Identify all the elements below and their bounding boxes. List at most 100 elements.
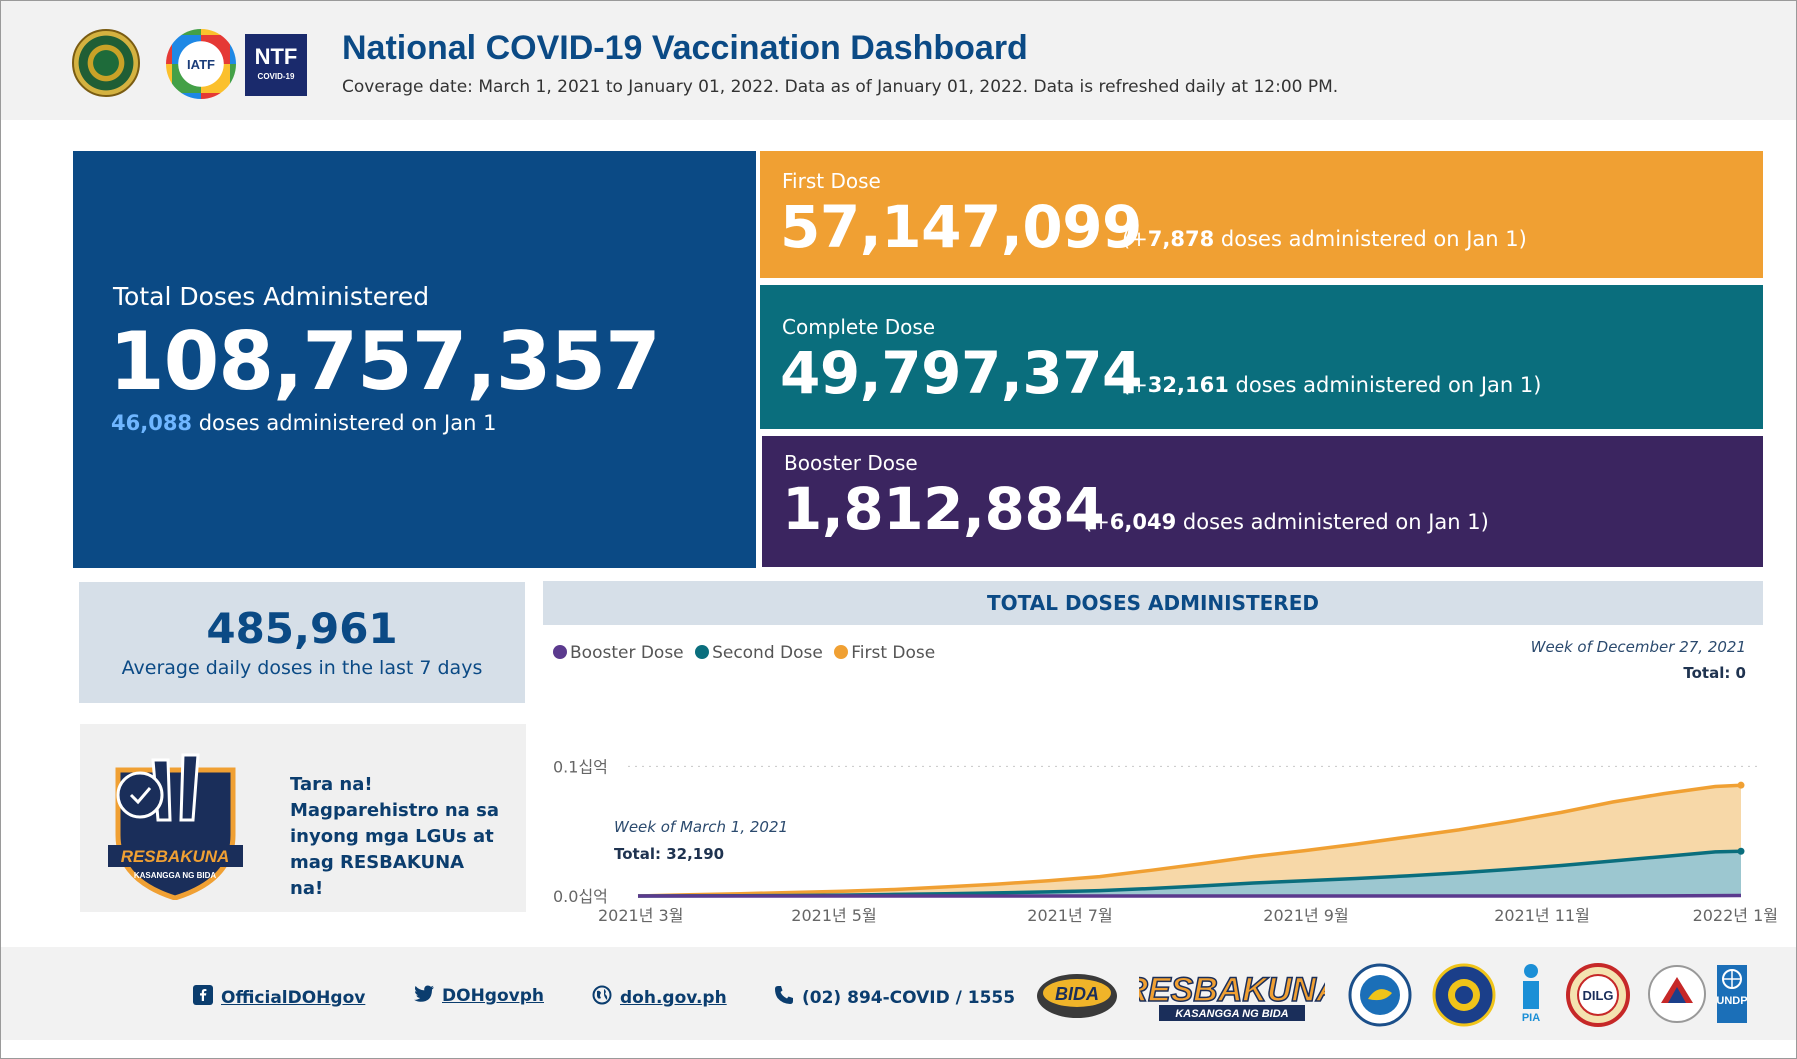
undp-logo-icon: UNDP [1717, 965, 1747, 1023]
complete-dose-daily-value: 32,161 [1147, 373, 1229, 397]
ntf-logo-text: NTF [254, 44, 298, 69]
bida-solusyon-logo-icon: BIDA [1037, 974, 1117, 1018]
legend-item-first[interactable]: First Dose [834, 643, 935, 663]
undp-logo-text: UNDP [1717, 995, 1747, 1007]
complete-dose-card: Complete Dose 49,797,374 (+32,161 doses … [760, 285, 1763, 429]
dilg-logo-text: DILG [1582, 988, 1613, 1003]
resbakuna-logo-text: RESBAKUNA [1139, 971, 1325, 1009]
marker-second-dose[interactable] [1737, 847, 1745, 855]
average-daily-value: 485,961 [206, 604, 398, 653]
pco-seal-icon [1348, 963, 1412, 1027]
booster-dose-suffix: doses administered on Jan 1) [1176, 510, 1489, 534]
ntf-covid19-logo-icon: NTF COVID-19 [245, 34, 307, 96]
globe-icon [592, 985, 612, 1005]
chart-title: TOTAL DOSES ADMINISTERED [543, 581, 1763, 625]
x-tick-label: 2021년 3월 [598, 906, 683, 925]
header: IATF NTF COVID-19 National COVID-19 Vacc… [1, 1, 1796, 120]
total-daily-suffix: doses administered on Jan 1 [192, 411, 497, 435]
average-daily-card: 485,961 Average daily doses in the last … [79, 582, 525, 703]
website-link[interactable]: doh.gov.ph [592, 985, 727, 1008]
total-doses-daily: 46,088 doses administered on Jan 1 [111, 411, 496, 435]
ntf-logo-sub: COVID-19 [257, 72, 295, 81]
first-dose-suffix: doses administered on Jan 1) [1214, 227, 1527, 251]
phone-number: (02) 894-COVID / 1555 [802, 988, 1016, 1008]
iatf-logo-text: IATF [187, 57, 215, 72]
tooltip-left-total: Total: 32,190 [614, 845, 725, 863]
legend-dot-second [695, 645, 710, 659]
website-url: doh.gov.ph [620, 988, 727, 1008]
x-tick-label: 2022년 1월 [1693, 906, 1778, 925]
x-tick-label: 2021년 5월 [791, 906, 876, 925]
legend-label-first: First Dose [851, 643, 936, 663]
chart-legend: Booster Dose Second Dose First Dose [553, 643, 941, 663]
complete-dose-prefix: (+ [1122, 373, 1148, 397]
booster-dose-value: 1,812,884 [782, 475, 1105, 543]
complete-dose-label: Complete Dose [782, 315, 936, 339]
dost-seal-icon [1648, 965, 1706, 1023]
booster-dose-daily-value: 6,049 [1109, 510, 1177, 534]
area-second-dose[interactable] [638, 851, 1741, 896]
x-tick-label: 2021년 7월 [1027, 906, 1112, 925]
line-first-dose[interactable] [637, 783, 1742, 898]
resbakuna-logo-sub: KASANGGA NG BIDA [1175, 1008, 1288, 1020]
footer: OfficialDOHgov DOHgovph doh.gov.ph (02) … [1, 947, 1796, 1040]
first-dose-daily-value: 7,878 [1147, 227, 1215, 251]
tooltip-left-week: Week of March 1, 2021 [614, 818, 789, 836]
facebook-link[interactable]: OfficialDOHgov [193, 985, 365, 1008]
booster-dose-card: Booster Dose 1,812,884 (+6,049 doses adm… [762, 436, 1763, 567]
legend-item-second[interactable]: Second Dose [695, 643, 823, 663]
resbakuna-badge-icon: RESBAKUNA KASANGGA NG BIDA [108, 753, 243, 900]
twitter-link[interactable]: DOHgovph [414, 985, 544, 1006]
complete-dose-value: 49,797,374 [780, 339, 1142, 407]
total-doses-card: Total Doses Administered 108,757,357 46,… [73, 151, 756, 568]
legend-label-booster: Booster Dose [570, 643, 684, 663]
complete-dose-daily: (+32,161 doses administered on Jan 1) [1122, 373, 1541, 397]
dict-seal-icon [1432, 963, 1496, 1027]
pia-logo-icon: PIA [1522, 964, 1540, 1024]
complete-dose-suffix: doses administered on Jan 1) [1228, 373, 1542, 397]
x-tick-label: 2021년 9월 [1263, 906, 1348, 925]
booster-dose-label: Booster Dose [784, 451, 918, 475]
first-dose-card: First Dose 57,147,099 (+7,878 doses admi… [760, 151, 1763, 278]
line-booster-dose[interactable] [638, 893, 1742, 898]
tooltip-right-total: Total: 0 [1683, 664, 1746, 682]
doh-seal-icon [72, 29, 140, 97]
iatf-logo-icon: IATF [166, 29, 236, 99]
legend-label-second: Second Dose [712, 643, 823, 663]
total-doses-label: Total Doses Administered [113, 282, 430, 311]
total-doses-value: 108,757,357 [109, 315, 661, 408]
x-tick-label: 2021년 11월 [1494, 906, 1590, 925]
page-subtitle: Coverage date: March 1, 2021 to January … [342, 77, 1339, 97]
marker-first-dose[interactable] [1737, 781, 1745, 789]
first-dose-label: First Dose [782, 169, 881, 193]
page-title: National COVID-19 Vaccination Dashboard [342, 29, 1028, 67]
total-daily-value: 46,088 [111, 411, 193, 435]
promo-text: Tara na! Magparehistro na sa inyong mga … [290, 774, 499, 899]
twitter-handle: DOHgovph [442, 986, 544, 1006]
y-tick-label: 0.0십억 [553, 887, 608, 906]
total-doses-area-chart[interactable]: 0.0십억 0.1십억 2021년 3월 2021년 5월 2021년 7월 2021년 … [543, 730, 1783, 930]
first-dose-prefix: (+ [1122, 227, 1148, 251]
first-dose-daily: (+7,878 doses administered on Jan 1) [1122, 227, 1527, 251]
resbakuna-promo-card: RESBAKUNA KASANGGA NG BIDA Tara na! Magp… [80, 724, 526, 912]
dilg-seal-icon: DILG [1566, 963, 1630, 1027]
badge-text: RESBAKUNA [121, 847, 230, 866]
tooltip-right-week: Week of December 27, 2021 [1530, 638, 1746, 656]
twitter-icon [414, 985, 434, 1002]
booster-dose-daily: (+6,049 doses administered on Jan 1) [1084, 510, 1489, 534]
legend-item-booster[interactable]: Booster Dose [553, 643, 684, 663]
legend-dot-booster [553, 645, 567, 659]
area-first-dose[interactable] [638, 785, 1741, 896]
y-tick-label: 0.1십억 [553, 757, 608, 776]
legend-dot-first [834, 645, 849, 659]
resbakuna-logo-icon: RESBAKUNA KASANGGA NG BIDA [1139, 970, 1325, 1021]
phone-icon [775, 986, 793, 1004]
average-daily-label: Average daily doses in the last 7 days [121, 657, 483, 679]
bida-logo-text: BIDA [1055, 984, 1099, 1004]
first-dose-value: 57,147,099 [780, 193, 1142, 261]
phone-link[interactable]: (02) 894-COVID / 1555 [774, 985, 1015, 1008]
facebook-handle: OfficialDOHgov [221, 988, 366, 1008]
booster-dose-prefix: (+ [1084, 510, 1110, 534]
badge-sub-text: KASANGGA NG BIDA [134, 871, 217, 880]
facebook-icon [193, 985, 213, 1005]
